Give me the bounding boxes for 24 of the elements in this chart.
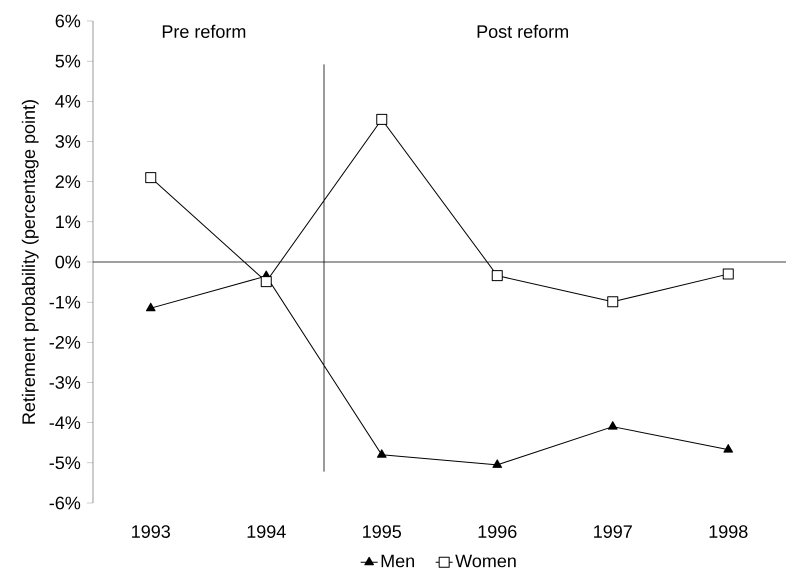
y-tick-label: -5% [50,456,80,470]
y-tick-label: -6% [50,496,80,510]
x-tick-label: 1993 [132,525,170,538]
y-axis-title: Retirement probability (percentage point) [22,100,39,424]
y-tick-label: 1% [56,216,80,228]
annotation: Post reform [478,24,568,38]
y-tick-label: 2% [56,175,80,188]
y-tick-label: -3% [50,376,80,389]
y-tick-label: -4% [50,416,80,429]
y-tick-label: 4% [55,95,80,108]
y-tick-label: -1% [50,296,80,308]
annotation: Pre reform [162,24,246,38]
y-tick-label: 3% [55,135,80,148]
legend-label: Women [455,554,516,568]
x-tick-label: 1996 [478,525,516,538]
y-tick-label: 0% [55,256,80,268]
y-tick-label: 6% [56,14,80,28]
x-tick-label: 1994 [248,525,286,538]
legend-label: Men [382,554,414,568]
y-tick-label: 5% [56,54,80,68]
x-tick-label: 1995 [363,525,402,538]
y-tick-label: -2% [50,336,80,349]
x-tick-label: 1997 [594,525,632,538]
x-tick-label: 1998 [710,525,748,538]
